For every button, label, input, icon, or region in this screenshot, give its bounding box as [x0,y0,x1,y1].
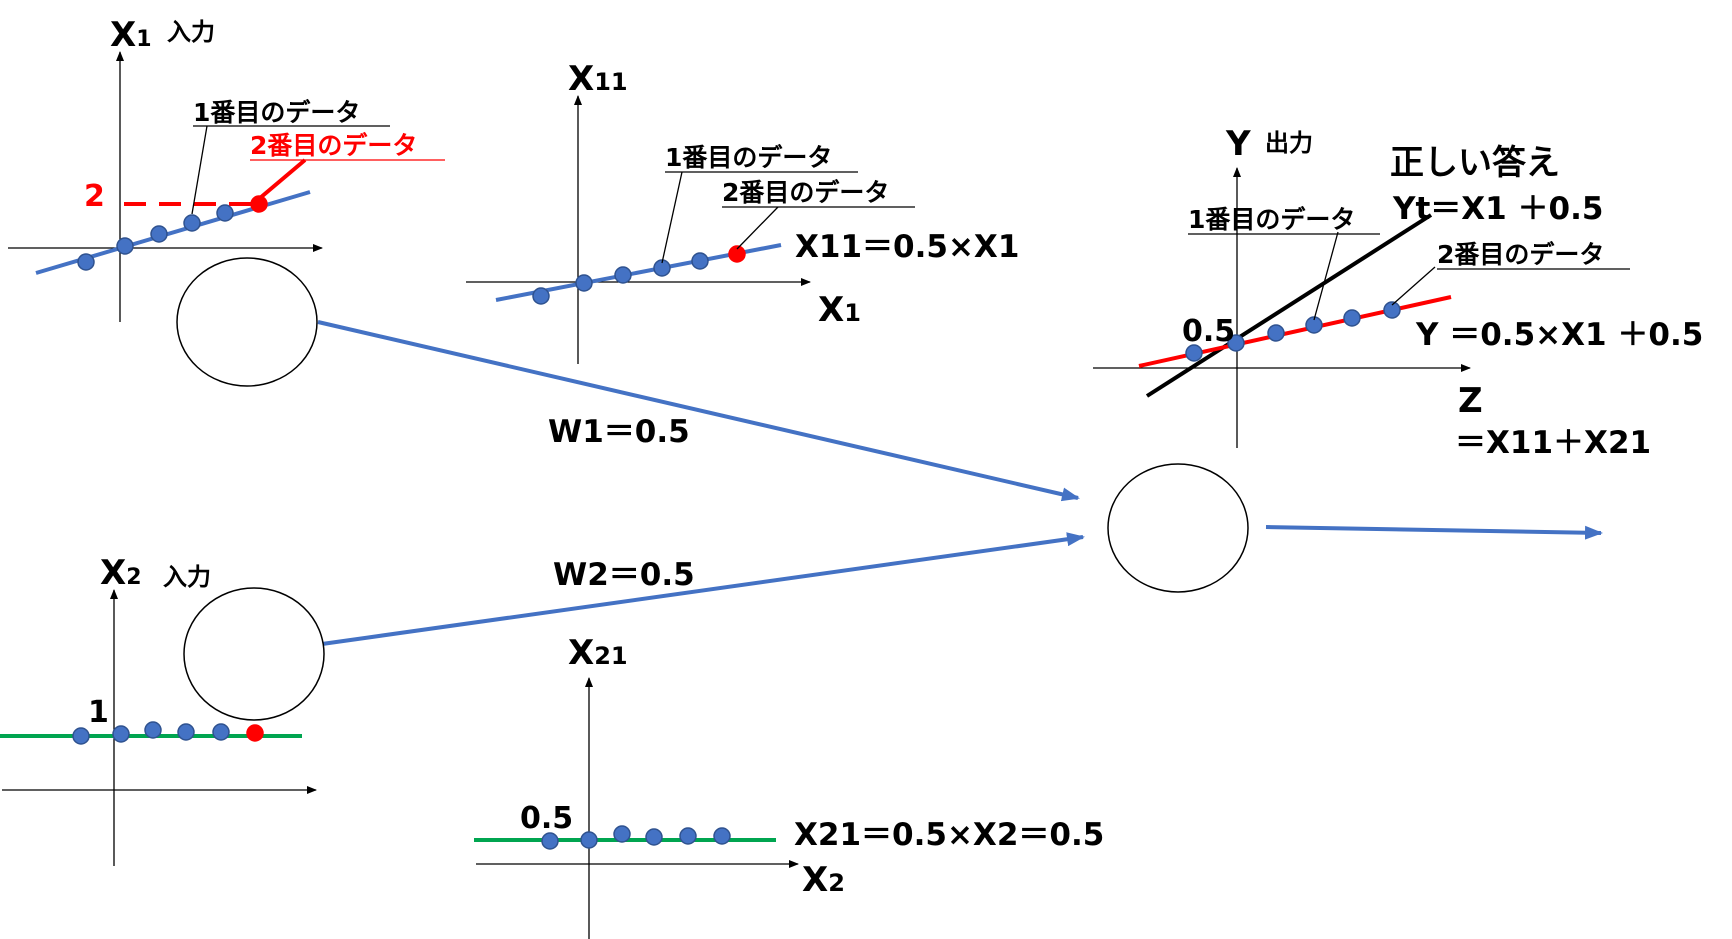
x11-callout-label-1: 1番目のデータ [665,143,832,172]
output-node [1107,463,1249,593]
correct-answer-title: 正しい答え [1390,143,1560,183]
x11-axis-label: X11 [568,59,628,99]
correct-answer-line [1145,213,1433,398]
x11-callout-leader-2 [736,206,779,250]
x2-input-node [183,587,325,721]
x11-callout-label-2: 2番目のデータ [722,178,889,207]
w2-connection-arrow [321,532,1085,646]
x1-data-point-highlight [250,195,268,213]
x21-data-point [613,825,631,843]
x2-input-caption: 入力 [163,563,211,591]
output-data-point [1305,316,1323,334]
x11-data-point [575,274,593,292]
z-label: Z [1458,381,1483,421]
output-data-point [1383,301,1401,319]
x21-data-point [645,828,663,846]
x2-data-point [212,723,230,741]
x11-plot: X11 1番目のデータ 2番目のデータ X11＝0.5×X1 X1 [466,59,1019,364]
x1-data-point [116,237,134,255]
x1-data-point [183,214,201,232]
x2-data-point [177,723,195,741]
x11-data-point [691,252,709,270]
output-arrow [1265,525,1603,540]
x21-data-point [580,831,598,849]
x21-data-point [713,827,731,845]
x1-axis-label: X1 [110,15,152,55]
output-caption: 出力 [1265,129,1313,157]
x1-data-point [150,225,168,243]
x2-data-point-highlight [246,724,264,742]
x21-axis-label: X21 [568,633,628,673]
output-data-point [1343,309,1361,327]
x21-value-marker: 0.5 [520,801,573,836]
output-callout-label-1: 1番目のデータ [1188,205,1355,234]
x11-x-axis-label: X1 [818,290,861,330]
output-data-point [1267,324,1285,342]
x21-plot: X21 0.5 X21＝0.5×X2＝0.5 X2 [474,633,1104,939]
x1-input-plot: X1 入力 1番目のデータ 2番目のデータ 2 [8,15,445,387]
z-equation: ＝X11＋X21 [1455,425,1651,461]
x2-data-point [112,725,130,743]
x11-data-point [614,266,632,284]
x1-callout-label-1: 1番目のデータ [193,98,360,127]
x2-axis-label: X2 [100,553,142,593]
x2-data-point [144,721,162,739]
correct-answer-equation: Yt＝X1 ＋0.5 [1392,191,1603,227]
x11-data-point-highlight [728,245,746,263]
x1-input-node [176,257,318,387]
x1-callout-label-2: 2番目のデータ [250,131,417,160]
x2-value-marker: 1 [88,695,109,730]
x21-data-point [679,827,697,845]
output-data-point [1227,334,1245,352]
w1-connection-arrow [317,320,1080,502]
x21-data-point [541,832,559,850]
x11-equation: X11＝0.5×X1 [795,229,1019,265]
x2-input-plot: X2 入力 1 [0,553,325,866]
w1-label: W1＝0.5 [548,414,690,450]
x1-data-point [216,204,234,222]
x21-equation: X21＝0.5×X2＝0.5 [794,817,1104,853]
output-plot: Y 出力 正しい答え Yt＝X1 ＋0.5 1番目のデータ 2番目のデータ 0.… [1093,124,1703,461]
x21-x-axis-label: X2 [802,860,845,900]
x1-callout-leader-2 [258,158,307,200]
x11-callout-leader-1 [661,171,683,264]
x1-value-marker: 2 [84,179,105,214]
output-axis-label: Y [1225,124,1251,164]
output-callout-label-2: 2番目のデータ [1437,240,1604,269]
output-value-marker: 0.5 [1182,314,1235,349]
w2-label: W2＝0.5 [553,557,695,593]
output-data-point [1185,344,1203,362]
x2-data-point [72,727,90,745]
x1-input-caption: 入力 [167,18,215,46]
x11-data-point [532,287,550,305]
output-callout-leader-2 [1391,266,1436,306]
x1-callout-leader-1 [191,125,208,215]
x1-data-point [77,253,95,271]
output-equation: Y ＝0.5×X1 ＋0.5 [1415,317,1703,353]
output-callout-leader-1 [1313,231,1339,321]
